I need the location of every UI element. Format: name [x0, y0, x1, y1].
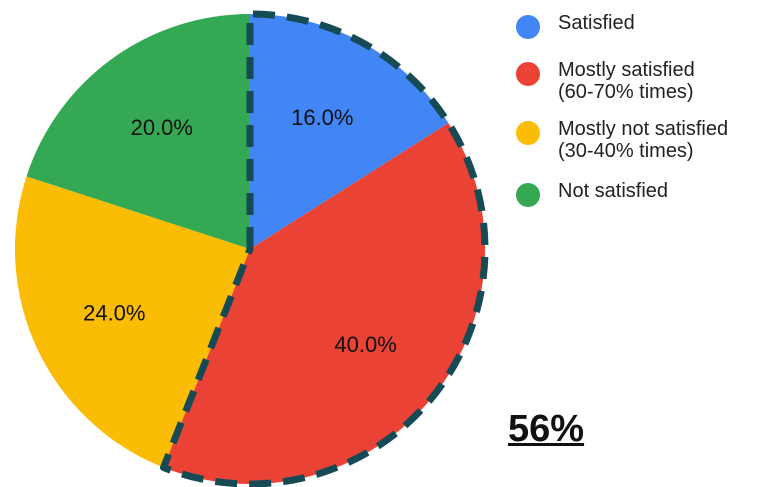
legend-swatch — [516, 121, 540, 145]
pie-slice-not-satisfied — [26, 14, 250, 249]
slice-value-label: 20.0% — [131, 115, 193, 140]
legend-item-mostly-satisfied: Mostly satisfied (60-70% times) — [512, 59, 769, 103]
legend-item-mostly-not-satisfied: Mostly not satisfied (30-40% times) — [512, 118, 769, 162]
legend-label-sub: (60-70% times) — [558, 81, 694, 103]
slice-value-label: 24.0% — [83, 300, 145, 325]
legend-item-satisfied: Satisfied — [512, 12, 769, 39]
highlight-outline — [159, 10, 489, 487]
legend-label: Not satisfied — [558, 180, 669, 202]
legend-label: Mostly not satisfied — [558, 118, 729, 140]
legend: Satisfied Mostly satisfied (60-70% times… — [512, 8, 769, 207]
legend-label: Mostly satisfied — [558, 59, 695, 81]
slice-labels: 16.0% 40.0% 24.0% 20.0% — [83, 105, 397, 357]
pie-slice-mostly-satisfied-60-70-times — [163, 123, 486, 485]
slice-value-label: 16.0% — [291, 105, 353, 130]
percentage-callout: 56% — [508, 408, 585, 450]
pie-chart: 16.0% 40.0% 24.0% 20.0% — [14, 10, 489, 487]
legend-swatch — [516, 183, 540, 207]
legend-label: Satisfied — [558, 12, 635, 34]
slice-value-label: 40.0% — [334, 332, 396, 357]
legend-label-sub: (30-40% times) — [558, 140, 694, 162]
legend-swatch — [516, 62, 540, 86]
legend-item-not-satisfied: Not satisfied — [512, 180, 769, 207]
legend-swatch — [516, 15, 540, 39]
pie-slice-satisfied — [250, 14, 449, 249]
